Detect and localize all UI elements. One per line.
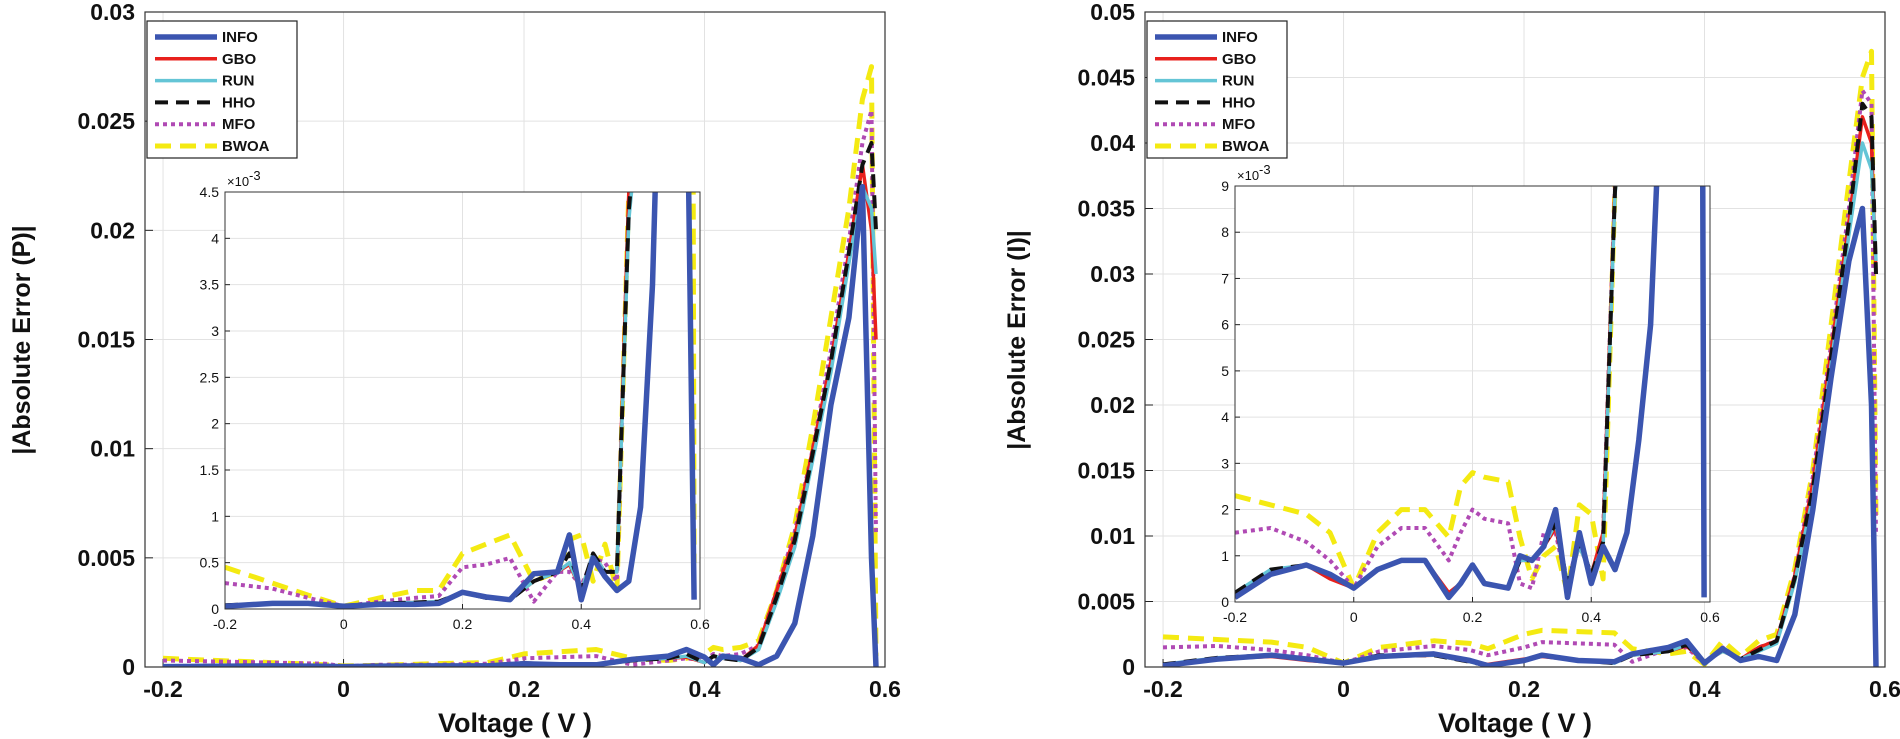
- chart1-ytick-label: 0.01: [90, 436, 135, 462]
- chart1-ytick-label: 0: [122, 654, 135, 680]
- chart2-legend-label-mfo: MFO: [1222, 116, 1256, 133]
- chart1-inset-frame: [224, 191, 701, 610]
- chart2-inset-ytick-label: 4: [1221, 409, 1229, 425]
- chart1-inset-ytick-label: 1: [211, 508, 219, 524]
- chart2-inset-frame: [1234, 185, 1711, 603]
- chart1-inset: 00.511.522.533.544.5-0.2 0 0.2 0.4 0.6×10 -3: [200, 168, 710, 632]
- chart1-inset-series-group: [225, 192, 697, 609]
- chart2-ytick-label: 0.025: [1077, 327, 1135, 353]
- chart2-inset-xtick-label: 0.6: [1700, 609, 1720, 625]
- chart1-inset-ytick-label: 2: [211, 416, 219, 432]
- chart2-ytick-label: 0.01: [1090, 523, 1135, 549]
- chart2-xtick-label: -0.2: [1143, 676, 1183, 702]
- chart2-ytick-label: 0.005: [1077, 589, 1135, 615]
- chart1-inset-ytick-label: 3: [211, 323, 219, 339]
- chart2-inset-ytick-label: 0: [1221, 594, 1229, 610]
- chart2-inset-ytick-label: 1: [1221, 548, 1229, 564]
- chart2-inset-ytick-label: 9: [1221, 178, 1229, 194]
- chart1-x-axis-label: Voltage ( V ): [438, 708, 592, 738]
- chart2-inset-ytick-label: 7: [1221, 270, 1229, 286]
- chart2-inset-ytick-label: 2: [1221, 502, 1229, 518]
- chart2-xtick-label: 0.4: [1689, 676, 1721, 702]
- chart2-series-group: [1162, 48, 1879, 667]
- chart1-ytick-label: 0.03: [90, 0, 135, 25]
- chart1-inset-ytick-label: 1.5: [200, 462, 220, 478]
- chart2-legend-label-gbo: GBO: [1222, 51, 1257, 68]
- chart1-inset-exponent-power: -3: [249, 168, 261, 183]
- chart1-inset-series-line-info: [225, 192, 697, 609]
- chart1-xtick-label: -0.2: [143, 676, 183, 702]
- chart2-ytick-label: 0.045: [1077, 65, 1135, 91]
- chart1-inset-ytick-label: 3.5: [200, 277, 220, 293]
- chart1-legend-label-hho: HHO: [222, 94, 256, 111]
- chart1-xtick-label: 0: [337, 676, 350, 702]
- chart1-ytick-label: 0.005: [77, 545, 135, 571]
- chart2-series-line-info: [1162, 205, 1879, 667]
- chart1-inset-xtick-label: 0: [340, 616, 348, 632]
- chart2-ytick-label: 0.015: [1077, 458, 1135, 484]
- chart1-legend-label-gbo: GBO: [222, 51, 257, 68]
- chart2-legend-label-hho: HHO: [1222, 94, 1256, 111]
- chart1-legend-label-mfo: MFO: [222, 116, 256, 133]
- chart2-legend-label-run: RUN: [1222, 73, 1255, 90]
- chart2-ytick-label: 0.04: [1090, 130, 1135, 156]
- chart1-axes-frame: [144, 11, 886, 668]
- chart1-xtick-label: 0.6: [869, 676, 901, 702]
- chart1-legend-box: [146, 20, 298, 159]
- chart2-inset-ytick-label: 8: [1221, 224, 1229, 240]
- chart1-inset-ytick-label: 4: [211, 230, 219, 246]
- chart1-inset-xtick-label: -0.2: [213, 616, 237, 632]
- chart1-legend-label-info: INFO: [222, 29, 258, 46]
- chart2-ytick-label: 0.02: [1090, 392, 1135, 418]
- chart2-axes-frame: [1144, 11, 1886, 668]
- chart2-x-axis-label: Voltage ( V ): [1438, 708, 1592, 738]
- chart1-inset-ytick-label: 2.5: [200, 369, 220, 385]
- chart1-inset-exponent-base: ×10: [227, 174, 249, 189]
- chart2-inset-ytick-label: 5: [1221, 363, 1229, 379]
- chart2-xtick-label: 0.6: [1869, 676, 1900, 702]
- chart2-legend-label-info: INFO: [1222, 29, 1258, 46]
- chart2-inset-exponent-power: -3: [1259, 162, 1271, 177]
- chart2-ytick-label: 0.03: [1090, 261, 1135, 287]
- chart2-inset-series-line-bwoa: [1235, 186, 1618, 596]
- chart2-inset-xtick-label: 0.2: [1463, 609, 1483, 625]
- chart1-inset-xtick-label: 0.6: [690, 616, 710, 632]
- chart1-ytick-label: 0.015: [77, 327, 135, 353]
- chart2-legend-label-bwoa: BWOA: [1222, 138, 1270, 155]
- chart2-inset-ytick-label: 6: [1221, 317, 1229, 333]
- chart1-inset-ytick-label: 4.5: [200, 184, 220, 200]
- chart2-inset-series-group: [1235, 186, 1707, 601]
- chart2-inset-ytick-label: 3: [1221, 455, 1229, 471]
- chart2-y-axis-label: |Absolute Error (I)|: [1003, 230, 1031, 450]
- chart2-ytick-label: 0: [1122, 654, 1135, 680]
- chart1-y-axis-label: |Absolute Error (P)|: [8, 225, 36, 454]
- chart2-ytick-label: 0.035: [1077, 196, 1135, 222]
- chart2-inset-xtick-label: -0.2: [1223, 609, 1247, 625]
- chart1-inset-ytick-label: 0: [211, 601, 219, 617]
- chart1-xtick-label: 0.4: [689, 676, 721, 702]
- chart1-legend: INFO GBO RUN HHO MFO BWOA: [146, 20, 298, 159]
- chart1-inset-ytick-label: 0.5: [200, 555, 220, 571]
- chart1-inset-xtick-label: 0.2: [453, 616, 473, 632]
- chart1-inset-series-line-mfo: [225, 192, 632, 609]
- chart2-legend: INFO GBO RUN HHO MFO BWOA: [1146, 20, 1288, 159]
- chart1-ytick-label: 0.025: [77, 108, 135, 134]
- chart1-inset-xtick-label: 0.4: [572, 616, 592, 632]
- chart1-legend-label-run: RUN: [222, 73, 255, 90]
- chart1-legend-label-bwoa: BWOA: [222, 138, 270, 155]
- chart2-inset-series-line-info: [1235, 186, 1707, 601]
- chart2-xtick-label: 0.2: [1508, 676, 1540, 702]
- chart2: 0 0.005 0.01 0.015 0.02 0.025 0.03 0.035 0.04 0.0…: [1003, 0, 1900, 738]
- chart2-inset-exponent-base: ×10: [1237, 168, 1259, 183]
- chart2-xtick-label: 0: [1337, 676, 1350, 702]
- chart2-legend-box: [1146, 20, 1288, 159]
- chart1-xtick-label: 0.2: [508, 676, 540, 702]
- chart2-inset-xtick-label: 0.4: [1582, 609, 1602, 625]
- chart2-inset-xtick-label: 0: [1350, 609, 1358, 625]
- chart2-ytick-label: 0.05: [1090, 0, 1135, 25]
- chart1-ytick-label: 0.02: [90, 217, 135, 243]
